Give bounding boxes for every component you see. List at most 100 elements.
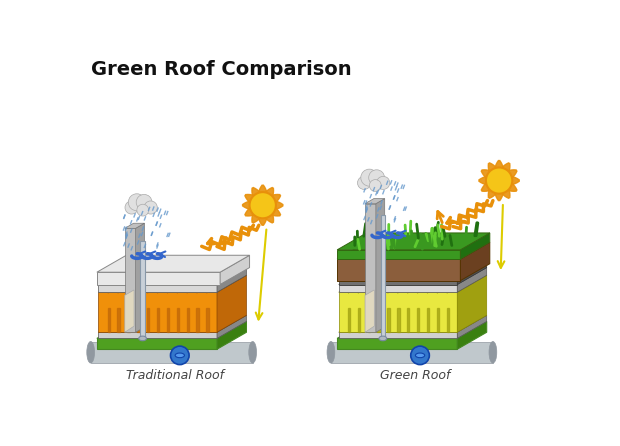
Polygon shape bbox=[365, 290, 374, 332]
Polygon shape bbox=[460, 233, 490, 259]
Polygon shape bbox=[217, 322, 247, 349]
Polygon shape bbox=[481, 170, 499, 181]
Ellipse shape bbox=[415, 353, 425, 358]
Polygon shape bbox=[339, 292, 458, 332]
Polygon shape bbox=[479, 177, 499, 185]
Polygon shape bbox=[365, 204, 376, 332]
Polygon shape bbox=[263, 205, 273, 223]
Ellipse shape bbox=[489, 342, 497, 363]
Polygon shape bbox=[217, 315, 247, 339]
Polygon shape bbox=[97, 322, 247, 339]
Polygon shape bbox=[458, 322, 487, 349]
Polygon shape bbox=[127, 308, 130, 332]
Polygon shape bbox=[99, 332, 217, 339]
Circle shape bbox=[361, 169, 378, 186]
Circle shape bbox=[370, 180, 381, 191]
Polygon shape bbox=[252, 205, 263, 223]
Polygon shape bbox=[365, 198, 384, 204]
Polygon shape bbox=[460, 242, 490, 281]
Polygon shape bbox=[99, 268, 247, 285]
Circle shape bbox=[144, 201, 157, 214]
Polygon shape bbox=[458, 268, 487, 292]
Polygon shape bbox=[481, 181, 499, 191]
Polygon shape bbox=[252, 187, 263, 205]
Polygon shape bbox=[259, 205, 267, 225]
Polygon shape bbox=[99, 285, 217, 292]
Polygon shape bbox=[339, 275, 487, 292]
Polygon shape bbox=[177, 308, 179, 332]
Polygon shape bbox=[337, 242, 490, 259]
Ellipse shape bbox=[175, 353, 185, 358]
Polygon shape bbox=[107, 308, 110, 332]
Circle shape bbox=[376, 176, 390, 190]
Polygon shape bbox=[378, 308, 379, 332]
Polygon shape bbox=[495, 181, 503, 201]
Polygon shape bbox=[125, 223, 144, 228]
Polygon shape bbox=[339, 332, 458, 339]
Circle shape bbox=[136, 194, 152, 210]
Polygon shape bbox=[337, 233, 490, 250]
Polygon shape bbox=[499, 181, 510, 198]
Circle shape bbox=[249, 192, 276, 218]
Circle shape bbox=[170, 346, 189, 364]
Text: Green Roof Comparison: Green Roof Comparison bbox=[92, 60, 352, 78]
Polygon shape bbox=[97, 255, 249, 272]
Polygon shape bbox=[97, 272, 220, 285]
Polygon shape bbox=[446, 308, 449, 332]
Circle shape bbox=[486, 168, 512, 194]
Polygon shape bbox=[397, 308, 399, 332]
Polygon shape bbox=[417, 308, 419, 332]
Bar bbox=[140, 241, 145, 339]
Circle shape bbox=[128, 194, 146, 211]
Polygon shape bbox=[337, 259, 460, 281]
Polygon shape bbox=[458, 275, 487, 332]
Text: Traditional Roof: Traditional Roof bbox=[126, 369, 224, 382]
Polygon shape bbox=[157, 308, 159, 332]
Ellipse shape bbox=[327, 342, 335, 363]
Polygon shape bbox=[99, 292, 217, 332]
Ellipse shape bbox=[139, 336, 146, 341]
Polygon shape bbox=[339, 268, 487, 285]
Polygon shape bbox=[245, 205, 263, 216]
Text: Green Roof: Green Roof bbox=[380, 369, 451, 382]
Polygon shape bbox=[263, 201, 283, 209]
Polygon shape bbox=[339, 315, 487, 332]
Polygon shape bbox=[337, 250, 460, 259]
Circle shape bbox=[369, 170, 384, 186]
Polygon shape bbox=[217, 275, 247, 332]
Polygon shape bbox=[125, 290, 134, 332]
Polygon shape bbox=[358, 308, 360, 332]
Polygon shape bbox=[368, 308, 370, 332]
Polygon shape bbox=[337, 339, 458, 349]
Polygon shape bbox=[206, 308, 209, 332]
Polygon shape bbox=[499, 177, 520, 185]
Circle shape bbox=[125, 201, 138, 214]
Polygon shape bbox=[495, 161, 503, 181]
Polygon shape bbox=[499, 181, 517, 191]
Polygon shape bbox=[376, 198, 384, 332]
Polygon shape bbox=[245, 194, 263, 205]
Polygon shape bbox=[489, 163, 499, 181]
Circle shape bbox=[410, 346, 429, 364]
Polygon shape bbox=[167, 308, 169, 332]
Ellipse shape bbox=[249, 342, 257, 363]
Polygon shape bbox=[99, 275, 247, 292]
Polygon shape bbox=[197, 308, 199, 332]
Polygon shape bbox=[147, 308, 149, 332]
Polygon shape bbox=[187, 308, 189, 332]
Polygon shape bbox=[339, 285, 458, 292]
Polygon shape bbox=[348, 308, 350, 332]
Ellipse shape bbox=[87, 342, 95, 363]
Polygon shape bbox=[220, 255, 249, 285]
Polygon shape bbox=[263, 194, 280, 205]
Polygon shape bbox=[499, 163, 510, 181]
Bar bbox=[381, 215, 385, 339]
Polygon shape bbox=[242, 201, 263, 209]
Circle shape bbox=[358, 176, 371, 190]
Polygon shape bbox=[97, 339, 217, 349]
Polygon shape bbox=[117, 308, 120, 332]
Polygon shape bbox=[263, 187, 273, 205]
Polygon shape bbox=[136, 223, 144, 332]
Polygon shape bbox=[217, 268, 247, 292]
Polygon shape bbox=[91, 342, 253, 363]
